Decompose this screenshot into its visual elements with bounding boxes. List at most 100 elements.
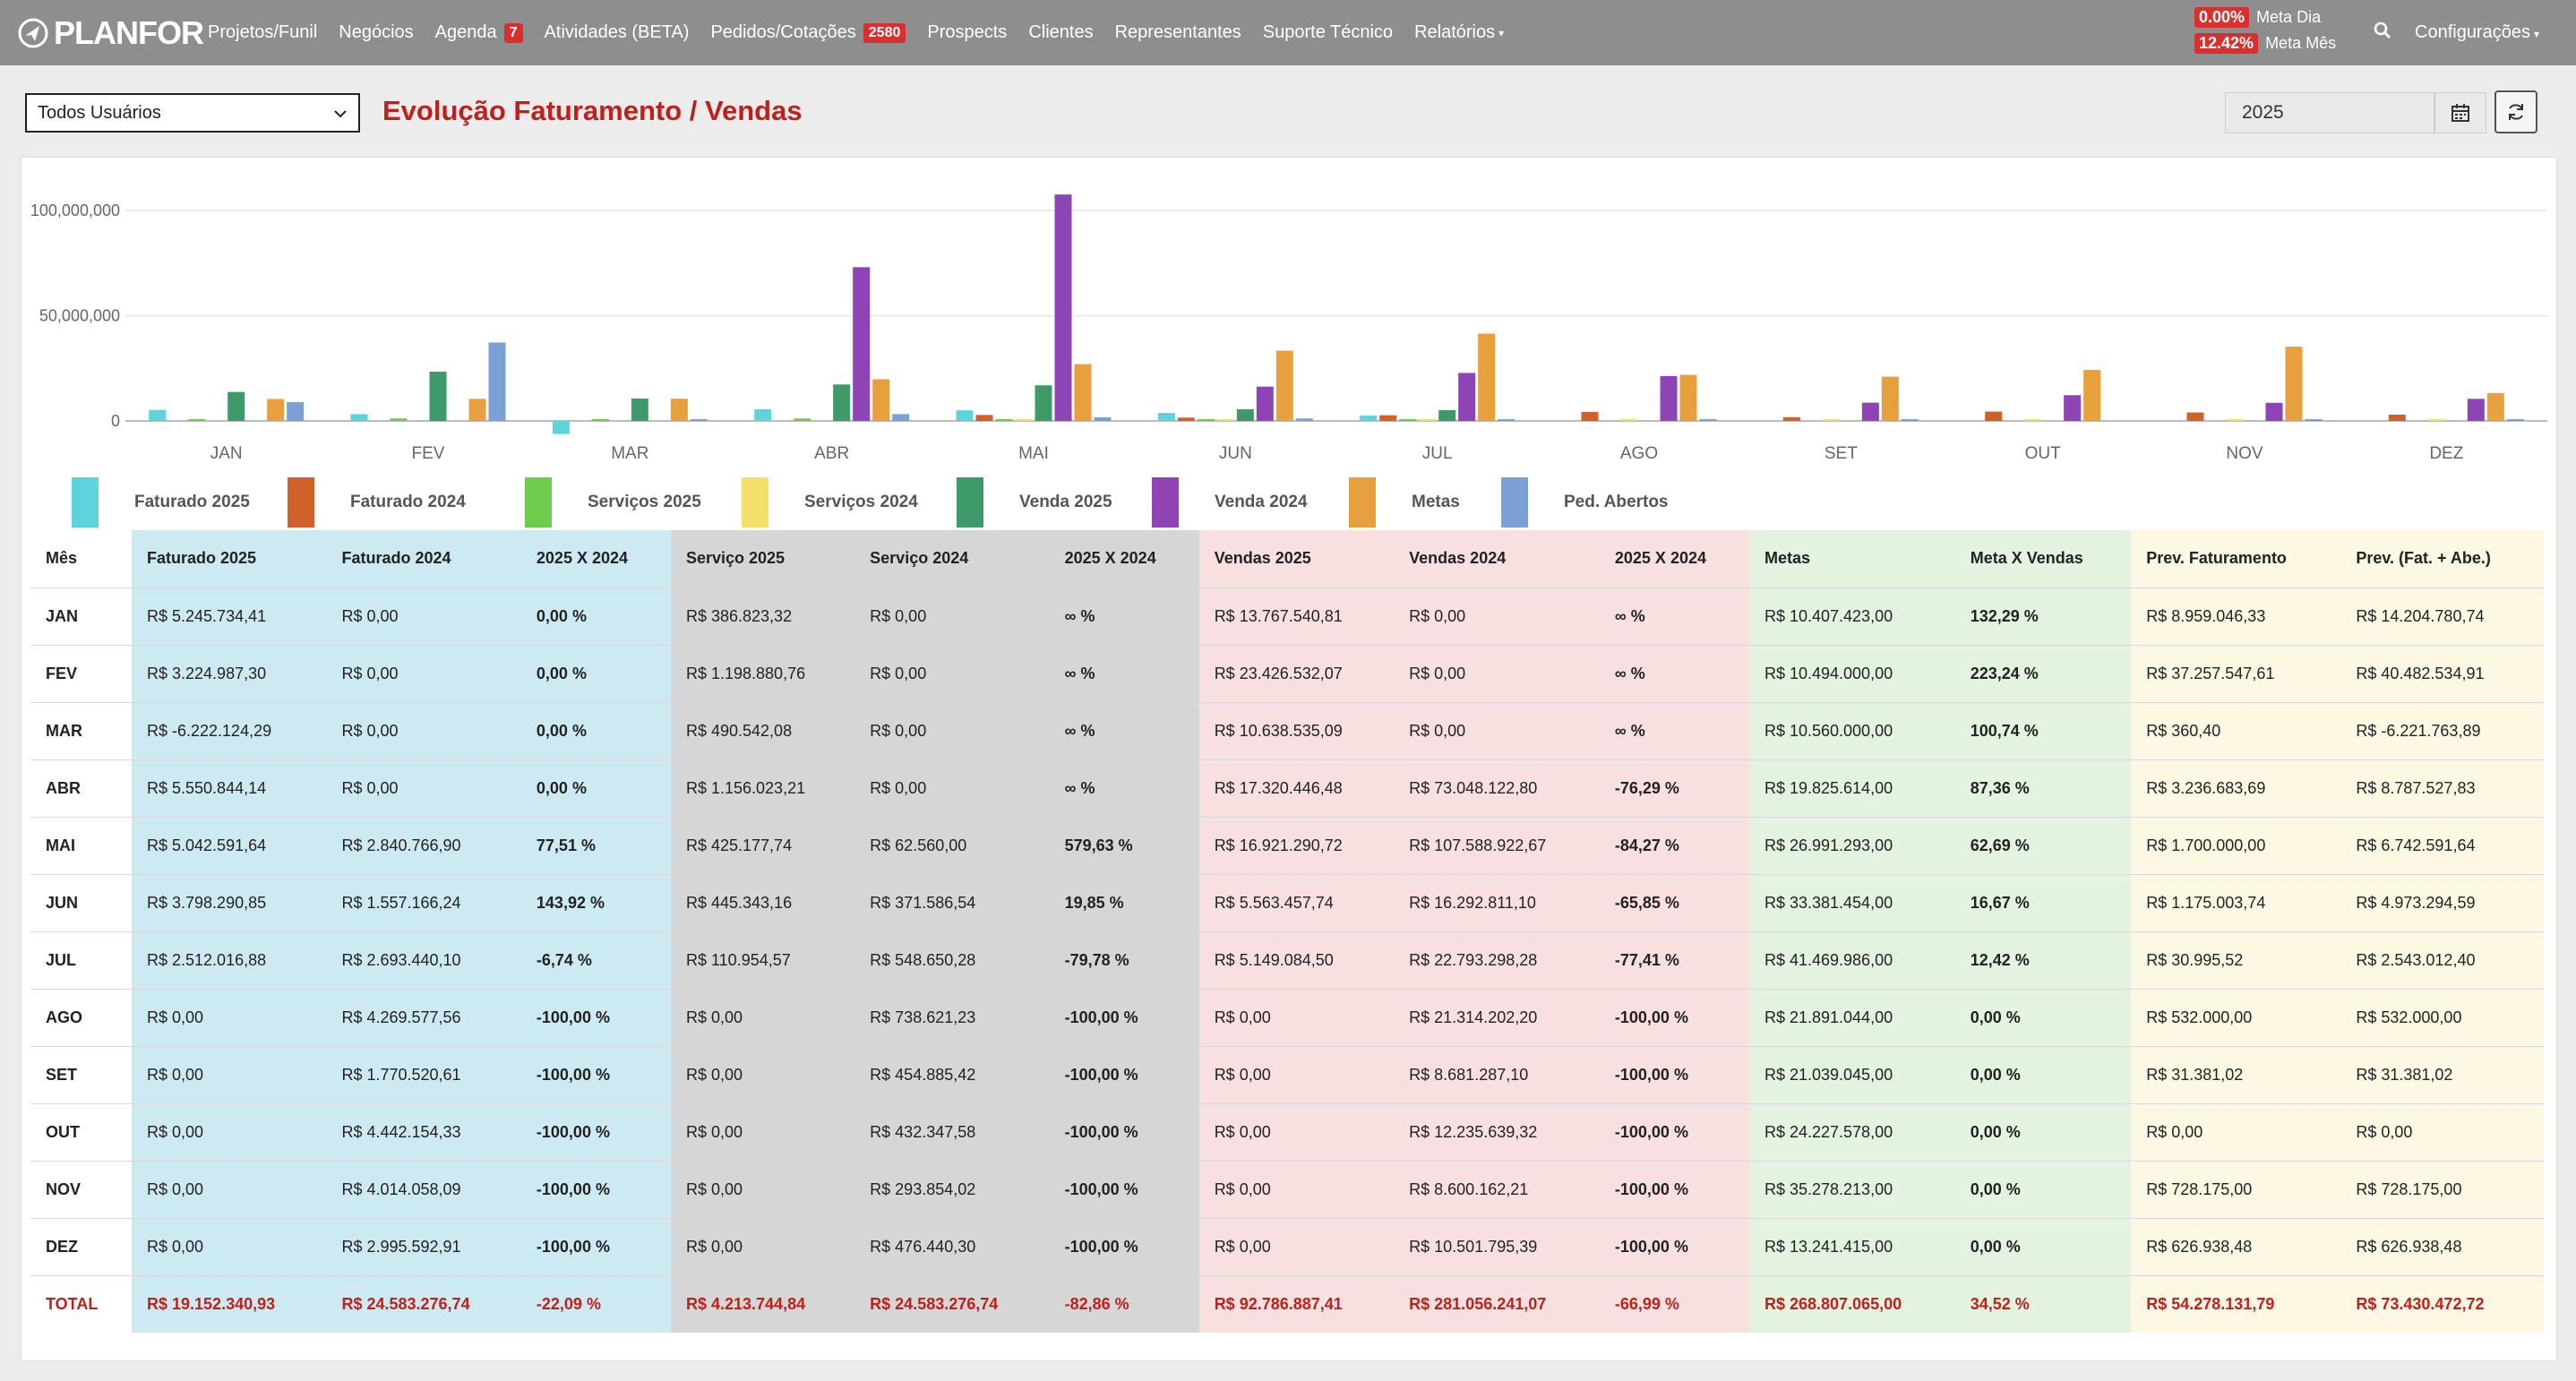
nav-item-negocios[interactable]: Negócios: [339, 22, 413, 43]
legend-item-ped-abertos[interactable]: Ped. Abertos: [1501, 477, 1669, 528]
column-header-faturado-2025[interactable]: Faturado 2025: [132, 530, 327, 588]
bar-ped-abertos-mai[interactable]: [1094, 417, 1112, 421]
bar-servicos-2025-jul[interactable]: [1399, 419, 1417, 421]
bar-servicos-2024-jun[interactable]: [1216, 419, 1234, 421]
configuracoes-menu[interactable]: Configurações ▾: [2415, 22, 2539, 43]
bar-ped-abertos-ago[interactable]: [1699, 419, 1717, 421]
bar-servicos-2024-jul[interactable]: [1419, 419, 1437, 421]
bar-metas-mar[interactable]: [670, 399, 688, 421]
nav-item-suporte-tecnico[interactable]: Suporte Técnico: [1263, 22, 1393, 43]
bar-venda-2025-abr[interactable]: [833, 384, 851, 421]
bar-metas-set[interactable]: [1881, 376, 1899, 421]
nav-item-representantes[interactable]: Representantes: [1115, 22, 1241, 43]
column-header-metas[interactable]: Metas: [1748, 530, 1955, 588]
legend-item-servicos-2024[interactable]: Serviços 2024: [742, 477, 918, 528]
bar-ped-abertos-jan[interactable]: [287, 401, 305, 421]
bar-servicos-2025-mar[interactable]: [591, 419, 609, 421]
bar-faturado-2024-jun[interactable]: [1177, 417, 1195, 421]
bar-faturado-2024-nov[interactable]: [2186, 412, 2204, 421]
column-header-servico-2025[interactable]: Serviço 2025: [670, 530, 855, 588]
legend-item-venda-2025[interactable]: Venda 2025: [957, 477, 1112, 528]
column-header-2025-x-2024[interactable]: 2025 X 2024: [1599, 530, 1749, 588]
bar-venda-2024-nov[interactable]: [2265, 402, 2283, 421]
bar-metas-ago[interactable]: [1679, 374, 1697, 421]
bar-ped-abertos-set[interactable]: [1901, 419, 1919, 421]
bar-venda-2024-out[interactable]: [2064, 395, 2082, 421]
bar-venda-2025-mar[interactable]: [631, 398, 648, 421]
bar-faturado-2024-out[interactable]: [1985, 411, 2003, 421]
bar-metas-jul[interactable]: [1478, 333, 1496, 421]
nav-item-relatorios[interactable]: Relatórios ▾: [1414, 22, 1504, 43]
column-header-faturado-2024[interactable]: Faturado 2024: [326, 530, 521, 588]
bar-servicos-2025-mai[interactable]: [995, 419, 1013, 421]
bar-faturado-2025-jan[interactable]: [149, 409, 167, 421]
bar-faturado-2024-set[interactable]: [1782, 416, 1800, 421]
column-header-2025-x-2024[interactable]: 2025 X 2024: [1049, 530, 1199, 588]
bar-ped-abertos-mar[interactable]: [690, 419, 708, 421]
nav-item-atividades-beta[interactable]: Atividades (BETA): [545, 22, 690, 43]
bar-metas-jun[interactable]: [1275, 350, 1293, 421]
bar-servicos-2024-mai[interactable]: [1015, 419, 1033, 421]
legend-item-metas[interactable]: Metas: [1349, 477, 1460, 528]
bar-faturado-2025-fev[interactable]: [350, 414, 368, 421]
user-select[interactable]: Todos Usuários: [25, 93, 360, 133]
bar-faturado-2025-mar[interactable]: [552, 421, 570, 434]
search-icon[interactable]: [2374, 21, 2391, 45]
bar-venda-2025-fev[interactable]: [429, 371, 447, 421]
bar-venda-2024-jul[interactable]: [1458, 373, 1476, 421]
bar-faturado-2025-mai[interactable]: [956, 410, 974, 421]
bar-venda-2025-jul[interactable]: [1438, 409, 1456, 421]
bar-faturado-2024-ago[interactable]: [1581, 411, 1599, 421]
nav-item-projetos-funil[interactable]: Projetos/Funil: [208, 22, 317, 43]
bar-venda-2025-mai[interactable]: [1035, 385, 1052, 421]
bar-metas-mai[interactable]: [1074, 364, 1092, 421]
bar-faturado-2024-mai[interactable]: [975, 415, 993, 421]
bar-faturado-2024-dez[interactable]: [2388, 414, 2406, 421]
column-header-vendas-2024[interactable]: Vendas 2024: [1394, 530, 1600, 588]
nav-item-pedidos-cotacoes[interactable]: Pedidos/Cotações 2580: [710, 22, 906, 43]
bar-faturado-2025-jul[interactable]: [1360, 416, 1378, 421]
bar-servicos-2024-out[interactable]: [2024, 419, 2042, 421]
column-header-prev-faturamento[interactable]: Prev. Faturamento: [2131, 530, 2341, 588]
bar-metas-abr[interactable]: [872, 379, 890, 421]
bar-servicos-2025-abr[interactable]: [794, 418, 811, 421]
bar-ped-abertos-fev[interactable]: [488, 342, 506, 421]
bar-venda-2024-mai[interactable]: [1054, 194, 1072, 421]
bar-venda-2024-abr[interactable]: [853, 267, 871, 421]
bar-faturado-2024-jul[interactable]: [1379, 415, 1397, 421]
bar-servicos-2024-dez[interactable]: [2427, 419, 2445, 421]
year-input[interactable]: 2025: [2225, 92, 2434, 133]
bar-ped-abertos-abr[interactable]: [892, 414, 910, 421]
bar-venda-2024-dez[interactable]: [2467, 399, 2485, 421]
column-header-2025-x-2024[interactable]: 2025 X 2024: [520, 530, 671, 588]
legend-item-faturado-2024[interactable]: Faturado 2024: [288, 477, 466, 528]
bar-venda-2025-jan[interactable]: [228, 391, 245, 421]
bar-ped-abertos-dez[interactable]: [2506, 419, 2524, 421]
bar-metas-jan[interactable]: [267, 399, 285, 421]
bar-servicos-2024-nov[interactable]: [2226, 419, 2244, 421]
bar-servicos-2024-ago[interactable]: [1620, 419, 1638, 421]
bar-metas-fev[interactable]: [468, 399, 486, 421]
bar-metas-dez[interactable]: [2486, 392, 2504, 421]
bar-ped-abertos-jul[interactable]: [1498, 419, 1516, 421]
legend-item-faturado-2025[interactable]: Faturado 2025: [72, 477, 250, 528]
bar-servicos-2024-set[interactable]: [1822, 419, 1840, 421]
bar-servicos-2025-jun[interactable]: [1197, 419, 1215, 421]
bar-venda-2024-jun[interactable]: [1256, 386, 1274, 421]
bar-venda-2024-ago[interactable]: [1660, 375, 1678, 421]
legend-item-venda-2024[interactable]: Venda 2024: [1152, 477, 1308, 528]
bar-servicos-2025-jan[interactable]: [188, 419, 206, 421]
bar-metas-out[interactable]: [2083, 370, 2101, 421]
legend-item-servicos-2025[interactable]: Serviços 2025: [525, 477, 701, 528]
refresh-button[interactable]: [2494, 90, 2537, 133]
bar-faturado-2025-jun[interactable]: [1157, 413, 1175, 421]
bar-servicos-2025-fev[interactable]: [390, 418, 408, 421]
column-header-mes[interactable]: Mês: [30, 530, 132, 588]
bar-ped-abertos-jun[interactable]: [1295, 418, 1313, 421]
bar-venda-2025-jun[interactable]: [1236, 408, 1254, 421]
bar-metas-nov[interactable]: [2285, 347, 2303, 421]
bar-faturado-2025-abr[interactable]: [754, 408, 772, 421]
planfor-logo[interactable]: PLANFOR: [18, 14, 204, 52]
column-header-servico-2024[interactable]: Serviço 2024: [854, 530, 1050, 588]
nav-item-prospects[interactable]: Prospects: [927, 22, 1007, 43]
